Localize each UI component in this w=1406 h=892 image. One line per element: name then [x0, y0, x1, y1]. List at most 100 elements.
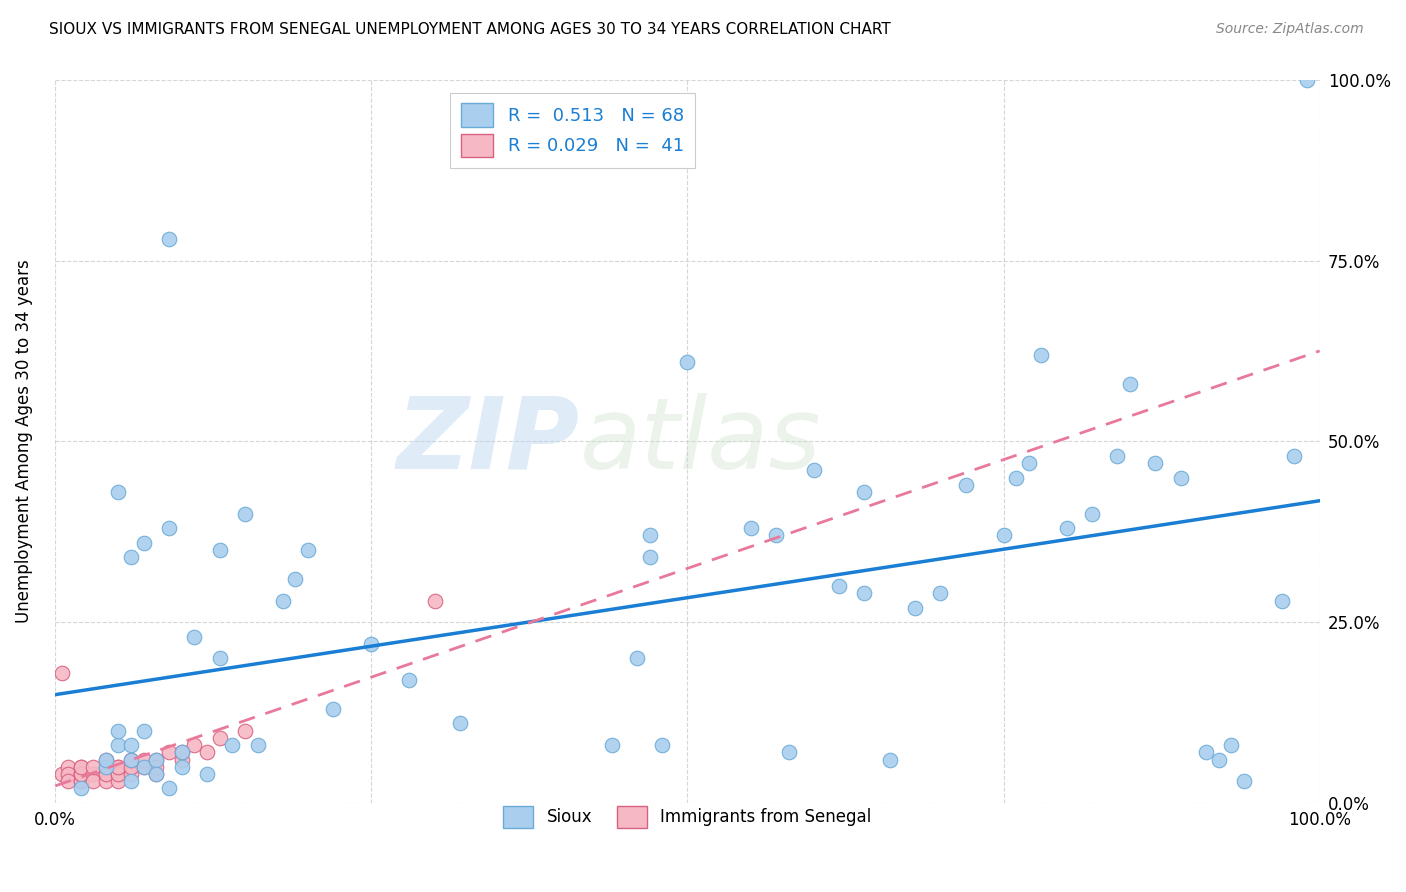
Point [449, 716, 471, 731]
Point [195, 745, 218, 759]
Point [1005, 470, 1028, 484]
Point [1056, 521, 1078, 535]
Point [1081, 507, 1104, 521]
Point [740, 521, 762, 535]
Point [51, 767, 73, 781]
Point [271, 593, 294, 607]
Point [284, 572, 307, 586]
Point [638, 550, 661, 565]
Point [107, 774, 129, 789]
Point [120, 753, 142, 767]
Point [1271, 593, 1294, 607]
Point [107, 760, 129, 774]
Point [1031, 348, 1053, 362]
Point [107, 485, 129, 500]
Point [82, 760, 104, 774]
Point [828, 579, 851, 593]
Point [120, 550, 142, 565]
Point [638, 528, 661, 542]
Point [69, 781, 91, 796]
Point [626, 651, 648, 665]
Point [107, 767, 129, 781]
Point [322, 702, 344, 716]
Point [132, 535, 155, 549]
Point [297, 542, 319, 557]
Point [82, 774, 104, 789]
Point [94, 767, 117, 781]
Point [132, 760, 155, 774]
Point [94, 774, 117, 789]
Point [94, 767, 117, 781]
Point [69, 774, 91, 789]
Point [145, 767, 167, 781]
Point [132, 760, 155, 774]
Text: atlas: atlas [579, 393, 821, 490]
Point [398, 673, 420, 687]
Point [929, 586, 952, 600]
Point [69, 767, 91, 781]
Point [69, 767, 91, 781]
Point [676, 355, 699, 369]
Point [233, 723, 256, 738]
Point [69, 760, 91, 774]
Point [208, 542, 231, 557]
Point [246, 738, 269, 752]
Point [157, 232, 180, 246]
Point [1195, 745, 1218, 759]
Point [360, 637, 382, 651]
Point [69, 760, 91, 774]
Point [765, 528, 787, 542]
Point [183, 630, 205, 644]
Point [56, 760, 79, 774]
Point [94, 760, 117, 774]
Point [423, 593, 446, 607]
Point [170, 760, 193, 774]
Point [56, 767, 79, 781]
Point [879, 753, 901, 767]
Point [94, 753, 117, 767]
Point [132, 753, 155, 767]
Point [107, 723, 129, 738]
Point [1220, 738, 1243, 752]
Point [120, 774, 142, 789]
Point [853, 586, 876, 600]
Point [56, 774, 79, 789]
Point [208, 651, 231, 665]
Point [1233, 774, 1256, 789]
Point [1018, 456, 1040, 470]
Point [1296, 73, 1319, 87]
Point [170, 745, 193, 759]
Point [778, 745, 800, 759]
Point [904, 600, 927, 615]
Point [955, 478, 977, 492]
Point [132, 723, 155, 738]
Y-axis label: Unemployment Among Ages 30 to 34 years: Unemployment Among Ages 30 to 34 years [15, 260, 32, 624]
Point [82, 767, 104, 781]
Point [651, 738, 673, 752]
Point [1208, 753, 1230, 767]
Point [233, 507, 256, 521]
Text: Source: ZipAtlas.com: Source: ZipAtlas.com [1216, 22, 1364, 37]
Point [120, 738, 142, 752]
Point [195, 767, 218, 781]
Point [145, 767, 167, 781]
Point [1144, 456, 1167, 470]
Text: ZIP: ZIP [396, 393, 579, 490]
Point [208, 731, 231, 745]
Point [1107, 449, 1129, 463]
Point [51, 665, 73, 680]
Point [1119, 376, 1142, 391]
Point [94, 760, 117, 774]
Point [600, 738, 623, 752]
Point [145, 760, 167, 774]
Point [157, 781, 180, 796]
Text: SIOUX VS IMMIGRANTS FROM SENEGAL UNEMPLOYMENT AMONG AGES 30 TO 34 YEARS CORRELAT: SIOUX VS IMMIGRANTS FROM SENEGAL UNEMPLO… [49, 22, 891, 37]
Point [69, 774, 91, 789]
Point [69, 767, 91, 781]
Point [107, 738, 129, 752]
Point [120, 760, 142, 774]
Point [183, 738, 205, 752]
Point [94, 753, 117, 767]
Point [107, 760, 129, 774]
Point [1284, 449, 1306, 463]
